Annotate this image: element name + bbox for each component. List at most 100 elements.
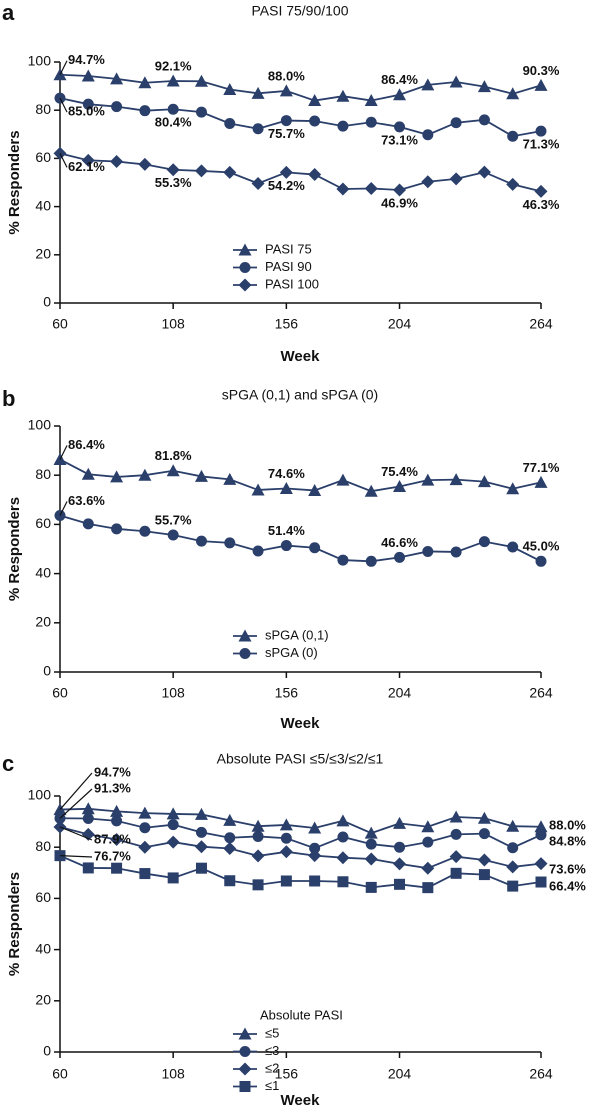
marker bbox=[449, 172, 463, 186]
marker bbox=[111, 862, 123, 874]
marker bbox=[194, 807, 208, 820]
marker bbox=[111, 101, 123, 113]
marker bbox=[477, 80, 491, 93]
series-line bbox=[59, 458, 542, 493]
marker bbox=[364, 826, 378, 839]
y-tick-label: 100 bbox=[28, 417, 52, 433]
marker bbox=[365, 116, 377, 128]
x-axis-label: Week bbox=[281, 715, 321, 732]
marker bbox=[450, 867, 462, 879]
marker bbox=[394, 841, 406, 853]
marker bbox=[81, 153, 95, 167]
y-tick-label: 0 bbox=[43, 663, 51, 679]
data-label: 74.6% bbox=[268, 466, 305, 481]
legend-label: ≤2 bbox=[265, 1060, 279, 1075]
legend-marker bbox=[239, 1046, 251, 1057]
y-tick-label: 20 bbox=[35, 614, 51, 630]
marker bbox=[279, 845, 293, 859]
marker bbox=[507, 880, 519, 892]
x-tick-label: 60 bbox=[52, 316, 68, 332]
marker bbox=[534, 857, 548, 871]
data-label: 88.0% bbox=[268, 68, 305, 83]
marker bbox=[194, 840, 208, 854]
x-tick-label: 108 bbox=[161, 1066, 185, 1082]
leader-line bbox=[59, 788, 93, 819]
marker bbox=[336, 182, 350, 196]
marker bbox=[394, 551, 406, 563]
marker bbox=[394, 121, 406, 133]
marker bbox=[251, 86, 265, 99]
leader-line bbox=[59, 97, 68, 113]
marker bbox=[167, 819, 179, 831]
data-label: 46.9% bbox=[381, 195, 418, 210]
data-label: 84.8% bbox=[549, 833, 586, 848]
marker bbox=[252, 545, 264, 557]
marker bbox=[82, 98, 94, 110]
x-tick-label: 60 bbox=[52, 1066, 68, 1082]
marker bbox=[336, 473, 350, 486]
marker bbox=[280, 875, 292, 887]
y-tick-label: 100 bbox=[28, 787, 52, 803]
marker bbox=[393, 816, 407, 829]
marker bbox=[478, 536, 490, 548]
data-label: 46.3% bbox=[523, 197, 560, 212]
marker bbox=[534, 78, 548, 91]
x-tick-label: 108 bbox=[161, 685, 185, 701]
marker bbox=[308, 168, 322, 182]
data-label: 55.7% bbox=[155, 512, 192, 527]
legend-marker bbox=[238, 629, 252, 642]
y-axis-label: % Responders bbox=[6, 497, 23, 601]
chart-panel: b sPGA (0,1) and sPGA (0) 0 20 40 60 80 100 60 10… bbox=[2, 386, 560, 732]
y-tick-label: 60 bbox=[35, 149, 51, 165]
y-tick-label: 80 bbox=[35, 466, 51, 482]
marker bbox=[507, 842, 519, 854]
x-tick-label: 204 bbox=[388, 316, 412, 332]
marker bbox=[81, 802, 95, 815]
marker bbox=[336, 851, 350, 865]
marker bbox=[421, 473, 435, 486]
marker bbox=[393, 857, 407, 871]
data-label: 51.4% bbox=[268, 523, 305, 538]
marker bbox=[252, 123, 264, 135]
marker bbox=[81, 467, 95, 480]
marker bbox=[279, 481, 293, 494]
marker bbox=[280, 832, 292, 844]
marker bbox=[223, 813, 237, 826]
marker bbox=[166, 163, 180, 177]
data-label: 54.2% bbox=[268, 178, 305, 193]
marker bbox=[110, 72, 124, 85]
data-label: 81.8% bbox=[155, 448, 192, 463]
chart-panel: a PASI 75/90/100 0 20 40 60 80 100 60 108 156 204 26… bbox=[2, 0, 560, 365]
data-label: 88.0% bbox=[549, 817, 586, 832]
marker bbox=[477, 811, 491, 824]
marker bbox=[393, 183, 407, 197]
legend-marker bbox=[238, 1027, 252, 1040]
data-label: 91.3% bbox=[94, 780, 131, 795]
data-label: 45.0% bbox=[523, 539, 560, 554]
x-tick-label: 108 bbox=[161, 316, 185, 332]
marker bbox=[251, 483, 265, 496]
marker bbox=[394, 878, 406, 890]
y-tick-label: 40 bbox=[35, 564, 51, 580]
data-label: 94.7% bbox=[68, 52, 105, 67]
marker bbox=[139, 525, 151, 537]
data-label: 94.7% bbox=[94, 764, 131, 779]
marker bbox=[82, 518, 94, 530]
marker bbox=[535, 829, 547, 841]
marker bbox=[139, 105, 151, 117]
marker bbox=[223, 841, 237, 855]
marker bbox=[506, 819, 520, 832]
marker bbox=[393, 88, 407, 101]
marker bbox=[167, 529, 179, 541]
marker bbox=[82, 862, 94, 874]
leader-line bbox=[59, 855, 93, 858]
data-label: 63.6% bbox=[68, 493, 105, 508]
marker bbox=[450, 117, 462, 129]
marker bbox=[365, 555, 377, 567]
marker bbox=[166, 807, 180, 820]
marker bbox=[194, 74, 208, 87]
data-label: 76.7% bbox=[94, 848, 131, 863]
marker bbox=[506, 177, 520, 191]
marker bbox=[421, 175, 435, 189]
